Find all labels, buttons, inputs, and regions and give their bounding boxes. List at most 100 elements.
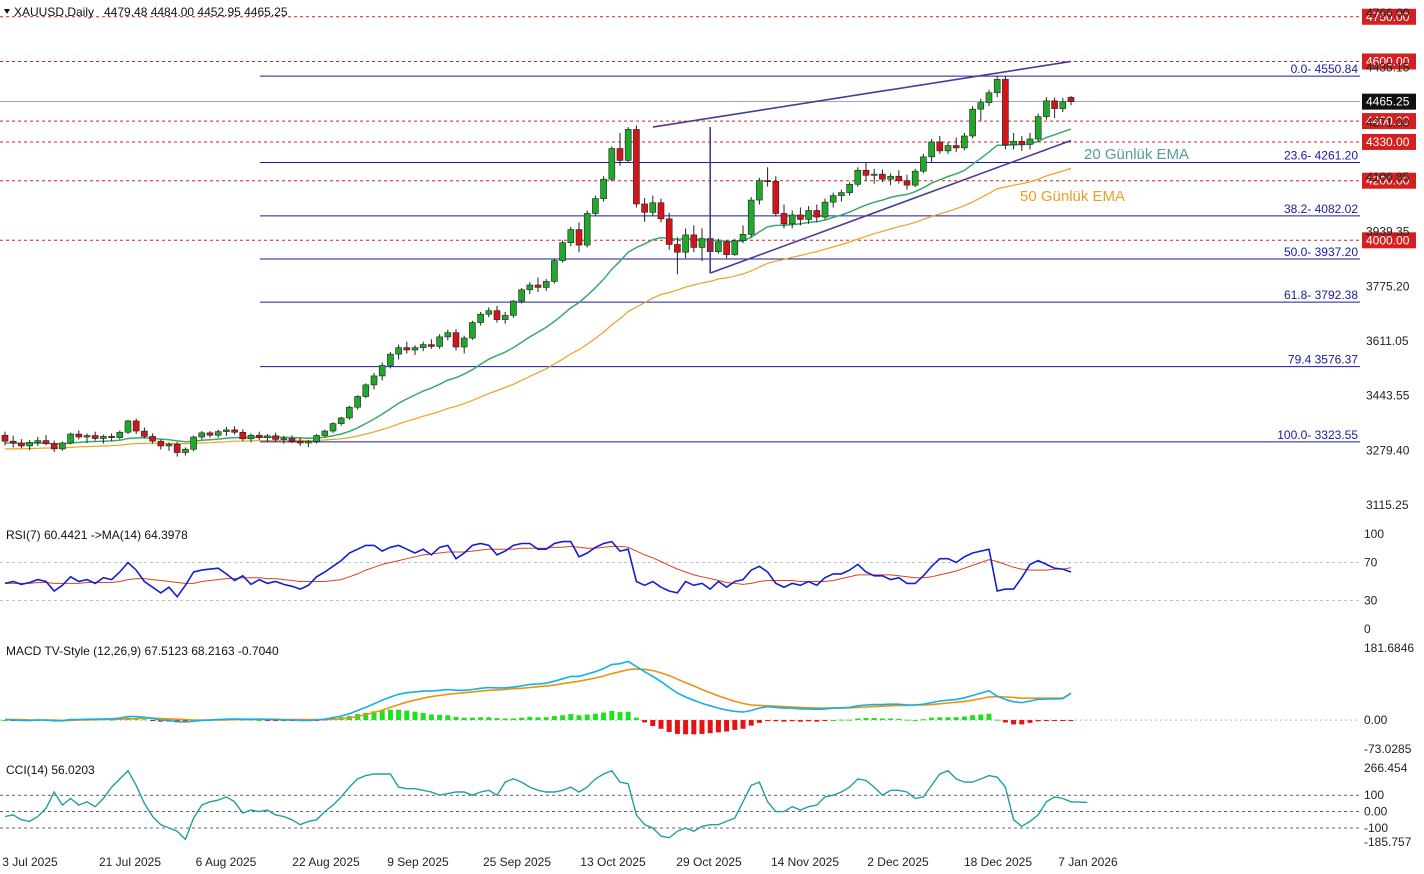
candle[interactable]	[313, 434, 320, 444]
candle[interactable]	[362, 383, 370, 399]
candle[interactable]	[428, 339, 435, 349]
candle[interactable]	[9, 435, 17, 448]
candle[interactable]	[198, 431, 206, 440]
candle[interactable]	[378, 362, 386, 381]
candle[interactable]	[665, 212, 673, 250]
candle[interactable]	[698, 228, 706, 262]
candle[interactable]	[747, 197, 755, 238]
candle[interactable]	[731, 238, 739, 256]
trendline[interactable]	[709, 139, 1072, 274]
candle[interactable]	[149, 433, 156, 444]
candle[interactable]	[1002, 76, 1009, 150]
candle[interactable]	[649, 195, 657, 217]
candle[interactable]	[157, 439, 165, 450]
candle[interactable]	[600, 176, 607, 202]
candle[interactable]	[223, 426, 230, 436]
candle[interactable]	[1059, 97, 1067, 113]
candle[interactable]	[534, 277, 542, 293]
candle[interactable]	[1051, 97, 1058, 119]
candle[interactable]	[329, 422, 337, 433]
candle[interactable]	[920, 153, 927, 174]
candle[interactable]	[829, 192, 837, 208]
candle[interactable]	[165, 442, 173, 451]
candle[interactable]	[633, 125, 640, 208]
candle[interactable]	[657, 198, 665, 223]
candle[interactable]	[641, 197, 648, 222]
candle[interactable]	[419, 341, 427, 352]
candle[interactable]	[444, 329, 452, 341]
candle[interactable]	[952, 137, 960, 153]
candle[interactable]	[452, 329, 460, 351]
candle[interactable]	[985, 89, 993, 107]
candle[interactable]	[255, 431, 263, 440]
candle[interactable]	[813, 204, 821, 223]
candle[interactable]	[788, 210, 796, 229]
candle[interactable]	[239, 429, 247, 442]
candle[interactable]	[821, 198, 829, 220]
candle[interactable]	[173, 441, 181, 457]
candle[interactable]	[67, 432, 74, 445]
candle[interactable]	[567, 226, 575, 247]
collapse-triangle-icon[interactable]	[4, 9, 10, 14]
candle[interactable]	[26, 439, 33, 451]
candle[interactable]	[756, 177, 763, 205]
candle[interactable]	[510, 299, 517, 318]
candle[interactable]	[124, 419, 132, 435]
candle[interactable]	[321, 429, 329, 438]
candle[interactable]	[231, 426, 238, 435]
rsi-pane[interactable]	[0, 540, 1360, 601]
candle[interactable]	[469, 320, 476, 340]
candle[interactable]	[1043, 97, 1050, 120]
candle[interactable]	[493, 305, 501, 323]
cci-pane[interactable]	[0, 769, 1360, 841]
macd-pane[interactable]	[0, 660, 1360, 735]
candle[interactable]	[264, 434, 271, 442]
candle[interactable]	[944, 141, 952, 154]
candle[interactable]	[887, 173, 894, 186]
candle[interactable]	[346, 405, 353, 420]
candle[interactable]	[1010, 133, 1017, 150]
candle[interactable]	[780, 204, 788, 229]
candle[interactable]	[460, 335, 468, 354]
candle[interactable]	[518, 287, 525, 304]
candle[interactable]	[542, 279, 550, 291]
candle[interactable]	[1, 431, 9, 446]
candle[interactable]	[116, 430, 124, 440]
candle[interactable]	[296, 437, 304, 446]
price-pane[interactable]	[1, 60, 1075, 457]
candle[interactable]	[772, 176, 780, 217]
candle[interactable]	[1067, 96, 1075, 106]
candle[interactable]	[280, 435, 288, 444]
candle[interactable]	[608, 146, 616, 182]
candle[interactable]	[616, 133, 624, 166]
candle[interactable]	[305, 439, 312, 448]
candle[interactable]	[272, 432, 279, 442]
candle[interactable]	[59, 441, 66, 451]
candle[interactable]	[551, 258, 558, 284]
candle[interactable]	[387, 352, 394, 369]
candle[interactable]	[862, 162, 870, 181]
candle[interactable]	[682, 228, 689, 259]
candle[interactable]	[895, 170, 903, 184]
candle[interactable]	[182, 447, 189, 456]
candle[interactable]	[1026, 133, 1034, 150]
candle[interactable]	[723, 240, 730, 259]
candle[interactable]	[485, 307, 493, 318]
candle[interactable]	[961, 133, 968, 151]
candle[interactable]	[526, 282, 534, 294]
candle[interactable]	[764, 167, 771, 187]
candle[interactable]	[879, 169, 886, 183]
candle[interactable]	[624, 127, 632, 163]
candle[interactable]	[436, 334, 443, 349]
candle[interactable]	[337, 416, 345, 426]
candle[interactable]	[214, 429, 222, 438]
candle[interactable]	[936, 135, 944, 154]
candle[interactable]	[739, 225, 747, 244]
candle[interactable]	[969, 106, 976, 139]
candle[interactable]	[583, 210, 591, 248]
candle[interactable]	[370, 372, 378, 390]
candle[interactable]	[797, 207, 804, 226]
candle[interactable]	[928, 138, 935, 163]
candle[interactable]	[108, 433, 115, 442]
